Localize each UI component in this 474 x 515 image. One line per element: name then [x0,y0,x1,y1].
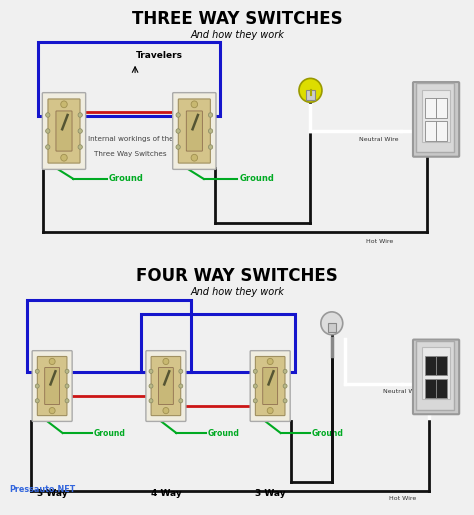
Circle shape [267,407,273,414]
FancyBboxPatch shape [255,356,285,416]
Text: Neutral Wire: Neutral Wire [359,137,399,142]
Circle shape [253,399,257,403]
Circle shape [35,399,39,403]
FancyBboxPatch shape [37,356,67,416]
Circle shape [176,129,180,133]
FancyBboxPatch shape [146,351,186,421]
Circle shape [191,101,198,108]
Bar [436,121,447,141]
Circle shape [179,399,183,403]
Text: 3 Way: 3 Way [37,489,67,499]
FancyBboxPatch shape [45,368,60,405]
FancyBboxPatch shape [250,351,290,421]
Text: FOUR WAY SWITCHES: FOUR WAY SWITCHES [136,267,338,285]
Circle shape [35,369,39,373]
Text: Ground: Ground [109,175,144,183]
Text: Three Way Switches: Three Way Switches [94,151,167,157]
Bar [436,379,447,398]
Circle shape [49,358,55,365]
Text: Hot Wire: Hot Wire [365,239,393,244]
FancyBboxPatch shape [263,368,278,405]
Circle shape [283,384,287,388]
FancyBboxPatch shape [186,111,202,151]
Bar [425,379,436,398]
FancyBboxPatch shape [48,99,80,163]
Text: Ground: Ground [208,428,239,438]
Circle shape [149,399,153,403]
Circle shape [209,145,213,149]
Circle shape [61,154,67,161]
Bar [425,98,436,117]
Circle shape [149,384,153,388]
FancyBboxPatch shape [416,83,454,152]
FancyBboxPatch shape [151,356,181,416]
Circle shape [65,369,69,373]
Circle shape [283,369,287,373]
Circle shape [78,129,82,133]
Circle shape [179,384,183,388]
Text: Ground: Ground [239,175,274,183]
Circle shape [321,312,343,335]
FancyBboxPatch shape [42,93,86,169]
Circle shape [61,101,67,108]
Circle shape [191,154,198,161]
Text: 4 Way: 4 Way [151,489,181,499]
FancyBboxPatch shape [422,90,450,142]
Bar [425,356,436,375]
Circle shape [163,358,169,365]
Circle shape [65,399,69,403]
FancyBboxPatch shape [56,111,72,151]
Circle shape [78,145,82,149]
Circle shape [163,407,169,414]
FancyBboxPatch shape [413,339,459,414]
Text: And how they work: And how they work [190,29,284,40]
Circle shape [46,145,50,149]
Bar [436,356,447,375]
FancyBboxPatch shape [416,340,454,410]
FancyBboxPatch shape [158,368,173,405]
FancyBboxPatch shape [173,93,216,169]
FancyBboxPatch shape [422,348,450,400]
FancyBboxPatch shape [328,323,336,332]
Circle shape [149,369,153,373]
Circle shape [46,129,50,133]
Text: Hot Wire: Hot Wire [389,496,417,501]
Text: Pressauto.NET: Pressauto.NET [9,485,76,494]
Circle shape [299,78,322,102]
Text: Neutral Wire: Neutral Wire [383,389,423,394]
Circle shape [209,129,213,133]
Text: Ground: Ground [312,428,344,438]
Circle shape [49,407,55,414]
Circle shape [179,369,183,373]
Circle shape [35,384,39,388]
Circle shape [176,113,180,117]
Circle shape [65,384,69,388]
FancyBboxPatch shape [32,351,72,421]
Circle shape [253,369,257,373]
FancyBboxPatch shape [413,82,459,157]
Bar [436,98,447,117]
Text: And how they work: And how they work [190,287,284,297]
Circle shape [176,145,180,149]
Text: Ground: Ground [94,428,126,438]
Circle shape [283,399,287,403]
Text: THREE WAY SWITCHES: THREE WAY SWITCHES [132,10,342,28]
Bar [425,121,436,141]
FancyBboxPatch shape [306,90,315,100]
FancyBboxPatch shape [178,99,210,163]
Circle shape [78,113,82,117]
Circle shape [267,358,273,365]
Circle shape [46,113,50,117]
Text: 3 Way: 3 Way [255,489,285,499]
Text: Travelers: Travelers [136,51,183,60]
Circle shape [209,113,213,117]
Circle shape [253,384,257,388]
Text: Internal workings of the: Internal workings of the [88,136,173,142]
